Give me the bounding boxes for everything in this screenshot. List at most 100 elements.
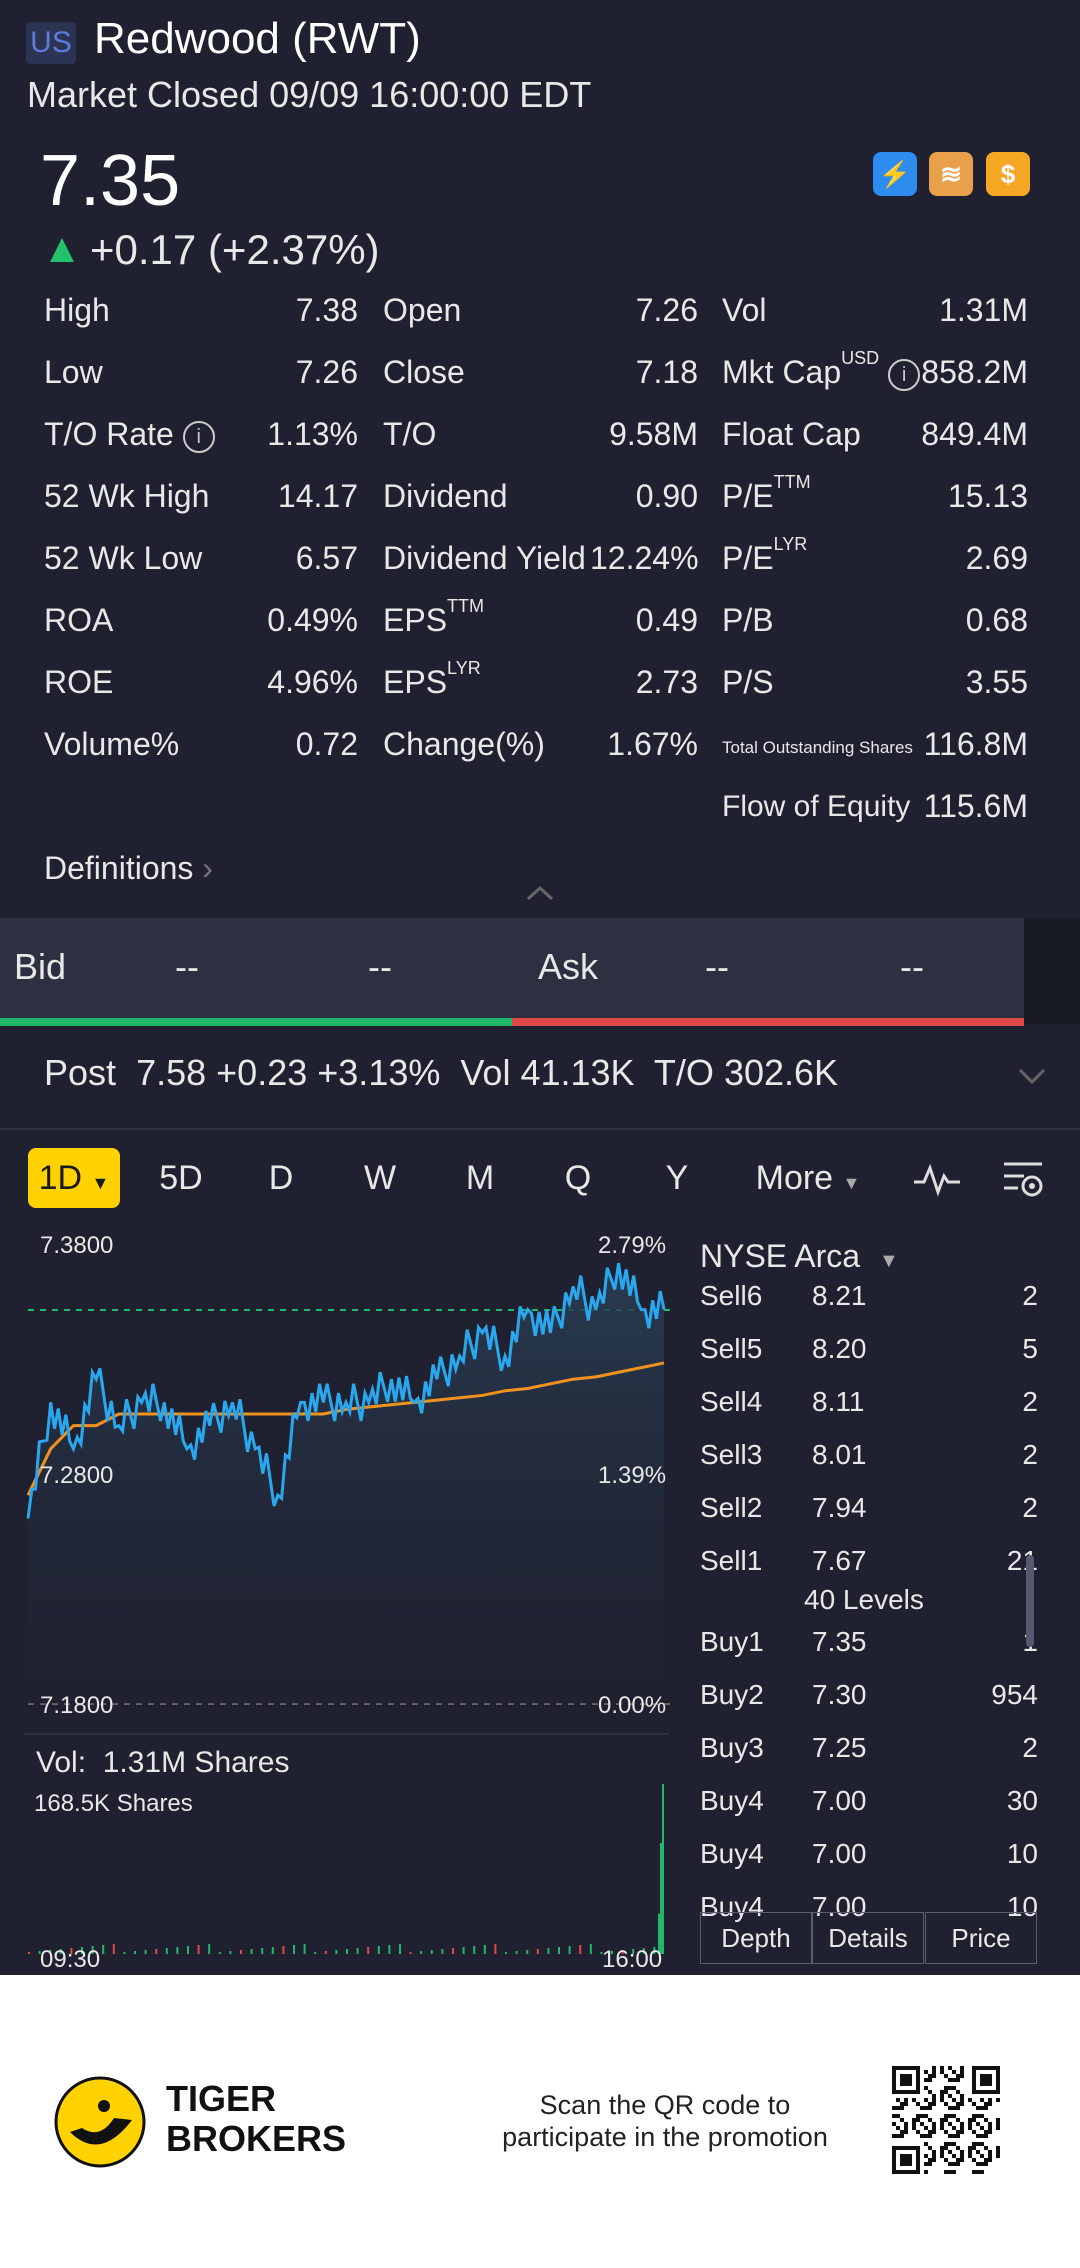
volume-bar <box>81 1947 83 1954</box>
market-status: Market Closed 09/09 16:00:00 EDT <box>27 74 592 115</box>
stat-label-dividend-yield: Dividend Yield <box>383 540 586 576</box>
chevron-down-icon[interactable] <box>1016 1066 1048 1091</box>
tab-y[interactable]: Y <box>665 1159 689 1197</box>
stat-label-pb: P/B <box>722 602 774 638</box>
buy-level-label: Buy4 <box>700 1785 764 1816</box>
tab-depth[interactable]: Depth <box>700 1912 812 1964</box>
volume-bar <box>377 1946 380 1954</box>
chevron-up-icon[interactable] <box>524 884 556 907</box>
stat-label-change-pct: Change(%) <box>383 726 545 762</box>
intraday-chart[interactable] <box>24 1228 674 1968</box>
post-to: 302.6K <box>723 1052 839 1093</box>
post-change: +0.23 <box>216 1052 308 1093</box>
volume-bar <box>558 1947 560 1954</box>
axis-pct-bottom: 0.00% <box>598 1692 667 1719</box>
volume-bar <box>70 1948 73 1954</box>
buy-level-label: Buy4 <box>700 1891 764 1922</box>
volume-bar <box>38 1951 41 1954</box>
last-price: 7.35 <box>40 141 181 221</box>
bid-ask-side <box>1024 918 1080 1024</box>
stat-label-sup: LYR <box>447 658 481 678</box>
volume-bar <box>28 1952 30 1954</box>
stat-label-low: Low <box>44 354 103 390</box>
avg-price-line <box>26 1361 665 1496</box>
stat-label-text: EPS <box>383 602 448 638</box>
volume-bar <box>589 1944 592 1954</box>
tab-price[interactable]: Price <box>925 1912 1037 1964</box>
definitions-label: Definitions <box>44 850 194 886</box>
stat-label-sup: USD <box>841 348 880 368</box>
stat-value-eps-lyr: 2.73 <box>635 664 698 700</box>
ask-size: -- <box>900 946 924 987</box>
volume-bar <box>187 1946 189 1954</box>
time-start: 09:30 <box>40 1946 101 1973</box>
stat-label-flow-equity: Flow of Equity <box>722 790 911 823</box>
stat-value-52wk-high: 14.17 <box>277 478 358 514</box>
stat-value-total-shares: 116.8M <box>923 726 1028 762</box>
post-pct: +3.13% <box>317 1052 441 1093</box>
info-icon[interactable]: i <box>888 358 921 391</box>
stat-value-pe-ttm: 15.13 <box>947 478 1028 514</box>
post-vol: 41.13K <box>520 1052 635 1093</box>
stat-label-to: T/O <box>383 416 437 452</box>
stat-label-text: EPS <box>383 664 448 700</box>
post-vol-label: Vol <box>460 1052 511 1093</box>
caret-down-icon: ▼ <box>91 1173 110 1193</box>
lightning-1-icon[interactable]: ⚡ <box>873 152 917 196</box>
stat-value-mkt-cap: 858.2M <box>921 354 1028 390</box>
volume-bar <box>515 1951 518 1954</box>
tab-m[interactable]: M <box>465 1159 495 1197</box>
exchange-selector[interactable]: NYSE Arca ▼ <box>700 1238 899 1275</box>
tab-d[interactable]: D <box>268 1159 294 1197</box>
buy-level-price: 7.00 <box>812 1891 867 1922</box>
tab-q[interactable]: Q <box>564 1159 592 1197</box>
buy-level-size: 1 <box>940 1626 1038 1658</box>
stat-label-mkt-cap: Mkt CapUSD i <box>722 348 921 391</box>
volume-bar <box>420 1951 423 1954</box>
volume-bar <box>526 1950 529 1954</box>
price-change: +0.17 (+2.37%) <box>90 226 380 273</box>
stat-label-pe-lyr: P/ELYR <box>722 534 807 577</box>
qr-code[interactable] <box>892 2066 1000 2179</box>
layers-a-icon[interactable]: ≋ <box>929 152 973 196</box>
chart-settings-icon[interactable] <box>1002 1158 1046 1207</box>
stat-value-float-cap: 849.4M <box>921 416 1028 452</box>
ask-ratio-bar <box>512 1018 1024 1026</box>
buy-level-price: 7.30 <box>812 1679 867 1710</box>
chart-divider <box>24 1733 669 1735</box>
volume-bar <box>642 1948 645 1954</box>
bid-label: Bid <box>14 946 67 987</box>
volume-bar <box>314 1952 317 1954</box>
price-area <box>28 1263 664 1704</box>
sell-level-label: Sell1 <box>700 1545 763 1576</box>
volume-bar <box>346 1949 348 1954</box>
buy-level-size: 2 <box>1022 1732 1038 1763</box>
caret-down-icon: ▼ <box>878 1250 899 1272</box>
buy-level-size: 30 <box>1006 1785 1038 1816</box>
sell-level-label: Sell4 <box>700 1386 763 1417</box>
volume-bar <box>473 1946 476 1954</box>
tab-more[interactable]: More ▼ <box>748 1148 868 1208</box>
stat-label-vol: Vol <box>722 292 767 328</box>
info-icon[interactable]: i <box>182 420 215 453</box>
tab-5d[interactable]: 5D <box>159 1159 203 1197</box>
tab-1d[interactable]: 1D ▼ <box>28 1148 120 1208</box>
indicator-icon[interactable] <box>912 1160 962 1203</box>
tab-details[interactable]: Details <box>812 1912 924 1964</box>
post-market-row[interactable]: Post 7.58 +0.23 +3.13% Vol 41.13K T/O 30… <box>44 1052 838 1094</box>
dollar-icon[interactable]: $ <box>986 152 1030 196</box>
stat-label-dividend: Dividend <box>383 478 508 514</box>
order-book-scrollbar[interactable] <box>1026 1555 1034 1647</box>
stat-value-ps: 3.55 <box>965 664 1028 700</box>
bid-size: -- <box>368 946 392 987</box>
promo-line2: participate in the promotion <box>502 2122 828 2152</box>
volume-bar <box>112 1944 115 1954</box>
volume-bar <box>662 1784 664 1954</box>
definitions-link[interactable]: Definitions › <box>44 850 213 887</box>
volume-bar <box>176 1947 179 1954</box>
tab-w[interactable]: W <box>363 1159 397 1197</box>
volume-bar <box>494 1944 497 1954</box>
levels-label[interactable]: 40 Levels <box>804 1584 924 1615</box>
sell-level-size: 2 <box>1022 1386 1038 1417</box>
stat-label-pe-ttm: P/ETTM <box>722 472 811 515</box>
